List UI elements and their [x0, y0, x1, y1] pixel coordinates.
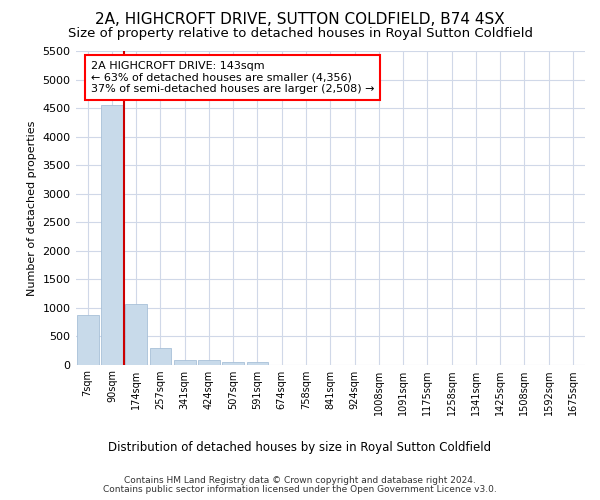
Bar	[149, 348, 172, 364]
Text: 2A HIGHCROFT DRIVE: 143sqm
← 63% of detached houses are smaller (4,356)
37% of s: 2A HIGHCROFT DRIVE: 143sqm ← 63% of deta…	[91, 61, 374, 94]
Text: Contains public sector information licensed under the Open Government Licence v3: Contains public sector information licen…	[103, 485, 497, 494]
Text: 2A, HIGHCROFT DRIVE, SUTTON COLDFIELD, B74 4SX: 2A, HIGHCROFT DRIVE, SUTTON COLDFIELD, B…	[95, 12, 505, 28]
Bar	[101, 105, 123, 364]
Text: Contains HM Land Registry data © Crown copyright and database right 2024.: Contains HM Land Registry data © Crown c…	[124, 476, 476, 485]
Bar	[247, 362, 268, 364]
Text: Distribution of detached houses by size in Royal Sutton Coldfield: Distribution of detached houses by size …	[109, 441, 491, 454]
Text: Size of property relative to detached houses in Royal Sutton Coldfield: Size of property relative to detached ho…	[67, 28, 533, 40]
Bar	[125, 304, 147, 364]
Bar	[77, 314, 98, 364]
Bar	[174, 360, 196, 364]
Bar	[223, 362, 244, 364]
Y-axis label: Number of detached properties: Number of detached properties	[27, 120, 37, 296]
Bar	[198, 360, 220, 364]
